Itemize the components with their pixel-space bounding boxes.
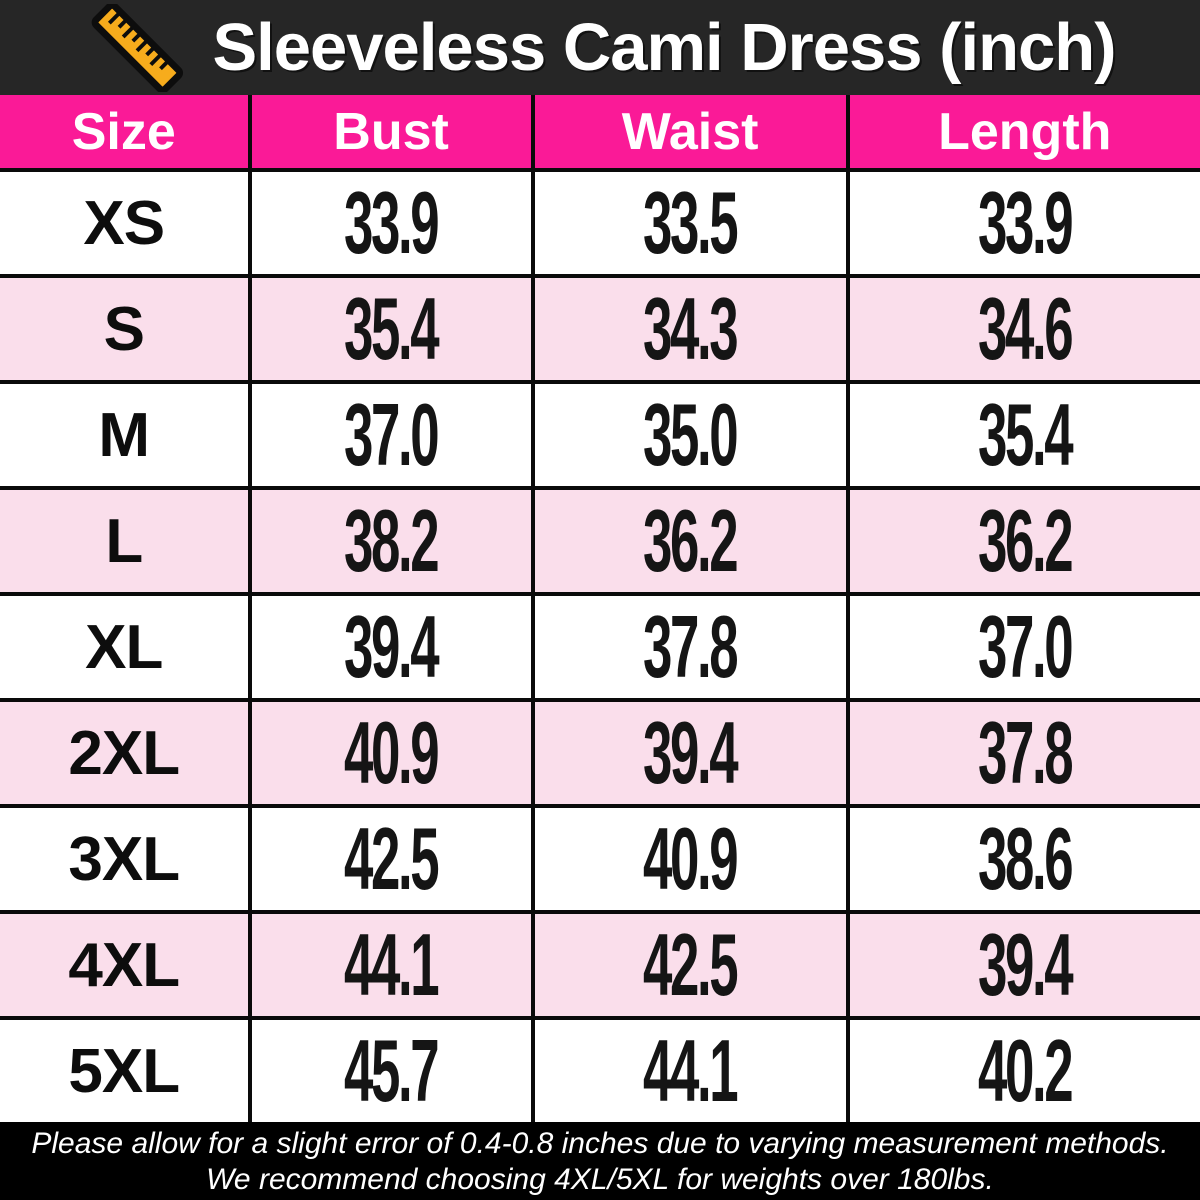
measurement-cell: 45.7 <box>251 1020 531 1122</box>
measurement-cell: 39.4 <box>534 702 846 804</box>
measurement-value: 42.5 <box>344 809 440 908</box>
measurement-cell: 44.1 <box>534 1020 846 1122</box>
column-header-bust: Bust <box>251 95 531 168</box>
column-header-label: Bust <box>333 102 449 161</box>
measurement-value: 34.3 <box>643 279 740 378</box>
measurement-value: 40.9 <box>643 809 740 908</box>
measurement-value: 33.9 <box>978 173 1074 272</box>
measurement-value: 34.6 <box>978 279 1074 378</box>
measurement-cell: 38.2 <box>251 490 531 592</box>
column-header-label: Size <box>71 102 176 161</box>
measurement-value: 40.2 <box>978 1021 1074 1120</box>
table-header-row: Size Bust Waist Length <box>0 95 1200 168</box>
title-bar: Sleeveless Cami Dress (inch) <box>0 0 1200 95</box>
ruler-icon <box>92 3 184 92</box>
column-header-size: Size <box>0 95 248 168</box>
measurement-cell: 33.9 <box>849 172 1200 274</box>
size-cell: 2XL <box>0 702 248 804</box>
table-row: 5XL 45.7 44.1 40.2 <box>0 1020 1200 1122</box>
measurement-value: 35.4 <box>344 279 440 378</box>
table-row: XS 33.9 33.5 33.9 <box>0 172 1200 274</box>
measurement-cell: 34.3 <box>534 278 846 380</box>
column-header-length: Length <box>849 95 1200 168</box>
measurement-value: 38.6 <box>978 809 1074 908</box>
size-cell: 3XL <box>0 808 248 910</box>
measurement-cell: 33.9 <box>251 172 531 274</box>
size-value: M <box>98 400 150 470</box>
measurement-value: 44.1 <box>643 1021 740 1120</box>
measurement-value: 36.2 <box>978 491 1074 590</box>
size-value: 5XL <box>68 1036 180 1106</box>
size-cell: L <box>0 490 248 592</box>
measurement-cell: 44.1 <box>251 914 531 1016</box>
column-header-waist: Waist <box>534 95 846 168</box>
size-cell: S <box>0 278 248 380</box>
measurement-cell: 37.8 <box>849 702 1200 804</box>
size-value: 3XL <box>68 824 180 894</box>
size-cell: 4XL <box>0 914 248 1016</box>
size-value: XS <box>83 188 165 258</box>
measurement-value: 37.8 <box>643 597 740 696</box>
table-row: 3XL 42.5 40.9 38.6 <box>0 808 1200 910</box>
measurement-cell: 36.2 <box>534 490 846 592</box>
measurement-cell: 39.4 <box>849 914 1200 1016</box>
measurement-value: 37.8 <box>978 703 1074 802</box>
measurement-cell: 35.0 <box>534 384 846 486</box>
size-value: 4XL <box>68 930 180 1000</box>
measurement-value: 35.0 <box>643 385 740 484</box>
measurement-value: 44.1 <box>344 915 440 1014</box>
size-cell: XL <box>0 596 248 698</box>
measurement-cell: 42.5 <box>251 808 531 910</box>
size-cell: XS <box>0 172 248 274</box>
measurement-cell: 33.5 <box>534 172 846 274</box>
footer-line-1: Please allow for a slight error of 0.4-0… <box>31 1126 1169 1160</box>
measurement-value: 42.5 <box>643 915 740 1014</box>
measurement-cell: 39.4 <box>251 596 531 698</box>
measurement-value: 45.7 <box>344 1021 440 1120</box>
measurement-cell: 40.2 <box>849 1020 1200 1122</box>
measurement-value: 33.5 <box>643 173 740 272</box>
measurement-value: 39.4 <box>978 915 1074 1014</box>
column-header-label: Length <box>938 102 1112 161</box>
size-table: Size Bust Waist Length XS 33.9 33.5 33.9 S 35… <box>0 95 1200 1122</box>
size-cell: M <box>0 384 248 486</box>
column-header-label: Waist <box>621 102 759 161</box>
measurement-value: 38.2 <box>344 491 440 590</box>
measurement-value: 33.9 <box>344 173 440 272</box>
footer-line-2: We recommend choosing 4XL/5XL for weight… <box>206 1162 994 1196</box>
table-row: 2XL 40.9 39.4 37.8 <box>0 702 1200 804</box>
table-row: XL 39.4 37.8 37.0 <box>0 596 1200 698</box>
measurement-cell: 35.4 <box>251 278 531 380</box>
measurement-value: 39.4 <box>344 597 440 696</box>
measurement-cell: 37.8 <box>534 596 846 698</box>
measurement-cell: 40.9 <box>251 702 531 804</box>
table-row: S 35.4 34.3 34.6 <box>0 278 1200 380</box>
measurement-cell: 40.9 <box>534 808 846 910</box>
footer-note: Please allow for a slight error of 0.4-0… <box>0 1122 1200 1200</box>
table-row: 4XL 44.1 42.5 39.4 <box>0 914 1200 1016</box>
measurement-cell: 35.4 <box>849 384 1200 486</box>
size-value: XL <box>85 612 163 682</box>
measurement-cell: 36.2 <box>849 490 1200 592</box>
measurement-cell: 42.5 <box>534 914 846 1016</box>
measurement-cell: 38.6 <box>849 808 1200 910</box>
measurement-value: 36.2 <box>643 491 740 590</box>
measurement-value: 39.4 <box>643 703 740 802</box>
measurement-value: 40.9 <box>344 703 440 802</box>
page-title: Sleeveless Cami Dress (inch) <box>212 10 1116 85</box>
table-row: M 37.0 35.0 35.4 <box>0 384 1200 486</box>
measurement-value: 37.0 <box>344 385 440 484</box>
measurement-cell: 37.0 <box>251 384 531 486</box>
table-row: L 38.2 36.2 36.2 <box>0 490 1200 592</box>
size-value: 2XL <box>68 718 180 788</box>
size-cell: 5XL <box>0 1020 248 1122</box>
size-value: S <box>103 294 145 364</box>
measurement-value: 35.4 <box>978 385 1074 484</box>
measurement-cell: 37.0 <box>849 596 1200 698</box>
measurement-value: 37.0 <box>978 597 1074 696</box>
size-value: L <box>105 506 143 576</box>
measurement-cell: 34.6 <box>849 278 1200 380</box>
